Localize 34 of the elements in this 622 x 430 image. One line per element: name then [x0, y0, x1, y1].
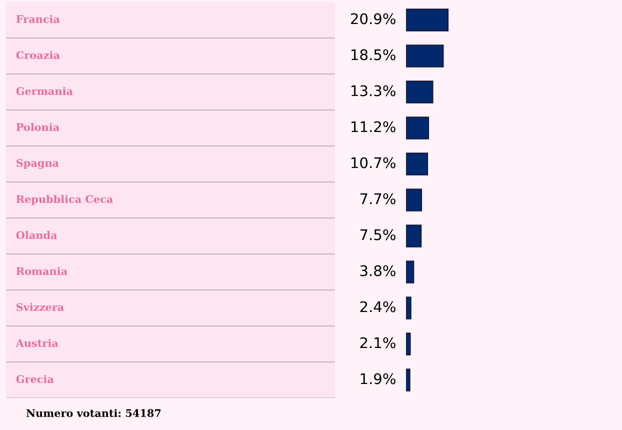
y-tick-label: Croazia: [16, 50, 60, 60]
bar: [406, 188, 422, 212]
data-label: 7.7%: [360, 193, 396, 204]
bar: [406, 152, 428, 176]
bar: [406, 80, 434, 104]
y-tick-label: Repubblica Ceca: [16, 194, 113, 206]
bar: [406, 260, 414, 284]
y-tick-label: Grecia: [16, 374, 54, 384]
y-tick-label: Austria: [16, 338, 58, 348]
y-tick-label: Spagna: [16, 158, 59, 170]
bar: [406, 44, 444, 68]
bar: [406, 8, 449, 32]
y-tick-label: Olanda: [16, 230, 58, 240]
text: Numero votanti: 54187: [26, 408, 161, 418]
bar: [406, 224, 422, 248]
data-label: 20.9%: [351, 13, 396, 24]
bar: [406, 368, 410, 392]
y-tick-label: Germania: [16, 86, 73, 96]
data-label: 13.3%: [352, 85, 396, 96]
data-label: 3.8%: [360, 265, 396, 276]
data-label: 18.5%: [352, 49, 396, 60]
data-label: 1.9%: [360, 373, 396, 384]
bar: [406, 116, 430, 140]
bar: [406, 332, 411, 356]
data-label: 7.5%: [360, 229, 396, 240]
data-label: 2.4%: [360, 301, 396, 312]
y-tick-label: Svizzera: [16, 302, 64, 312]
y-tick-label: Romania: [16, 266, 68, 276]
data-label: 10.7%: [352, 157, 396, 168]
y-tick-label: Polonia: [16, 122, 60, 132]
y-tick-label: Francia: [16, 14, 60, 24]
data-label: 11.2%: [352, 121, 396, 132]
data-label: 2.1%: [360, 337, 396, 348]
bar: [406, 296, 412, 320]
